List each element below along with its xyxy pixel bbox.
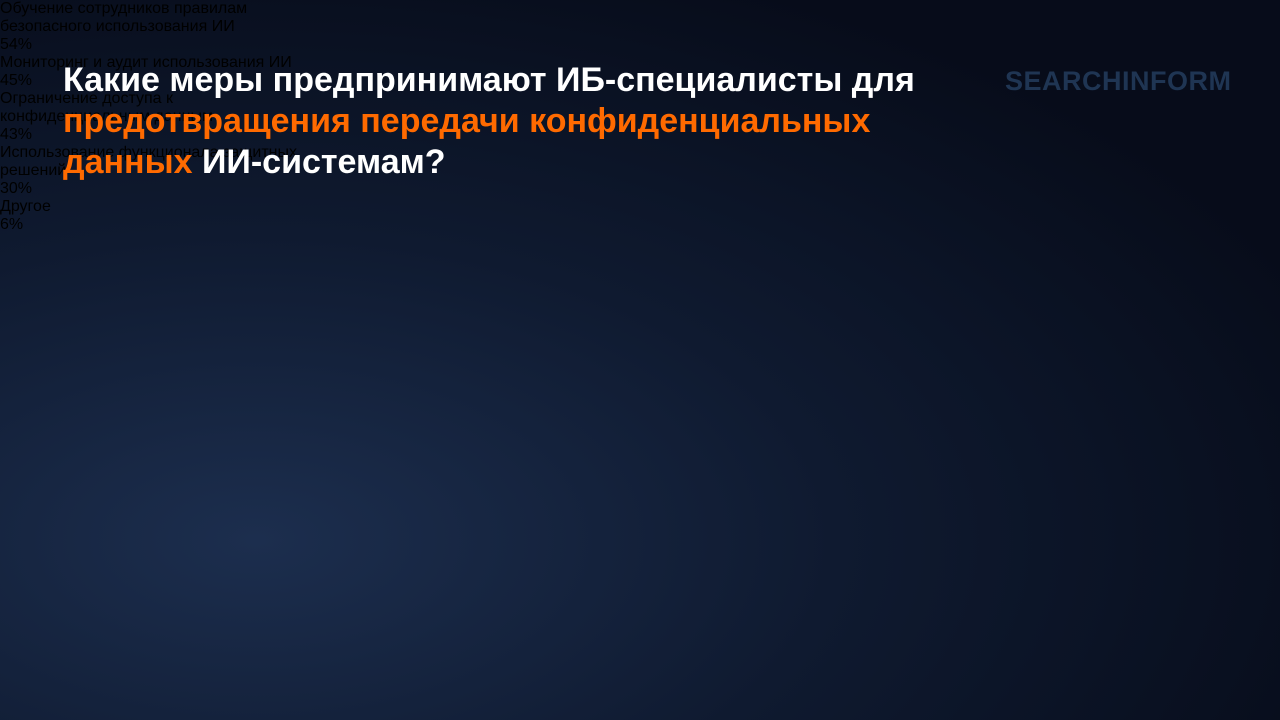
category-label: Использование функционала защитных решен… <box>0 144 298 179</box>
category-label: Ограничение доступа к конфиденциальным д… <box>0 90 213 125</box>
title-part: ИИ-системам? <box>201 143 446 181</box>
category-label: Обучение сотрудников правилам безопасног… <box>0 0 248 35</box>
category-label: Мониторинг и аудит использования ИИ <box>0 54 292 71</box>
title-part: предотвращения передачи конфиденциальных… <box>63 102 871 181</box>
title: Какие меры предпринимают ИБ-специалисты … <box>63 60 963 183</box>
title-part: Какие меры предпринимают ИБ-специалисты … <box>63 61 915 99</box>
category-label: Другое <box>0 198 51 215</box>
value-label: 45% <box>0 72 33 89</box>
value-label: 6% <box>0 216 24 233</box>
value-label: 43% <box>0 126 33 143</box>
value-label: 54% <box>0 36 33 53</box>
logo: SEARCHINFORM <box>1005 66 1232 96</box>
value-label: 30% <box>0 180 33 197</box>
